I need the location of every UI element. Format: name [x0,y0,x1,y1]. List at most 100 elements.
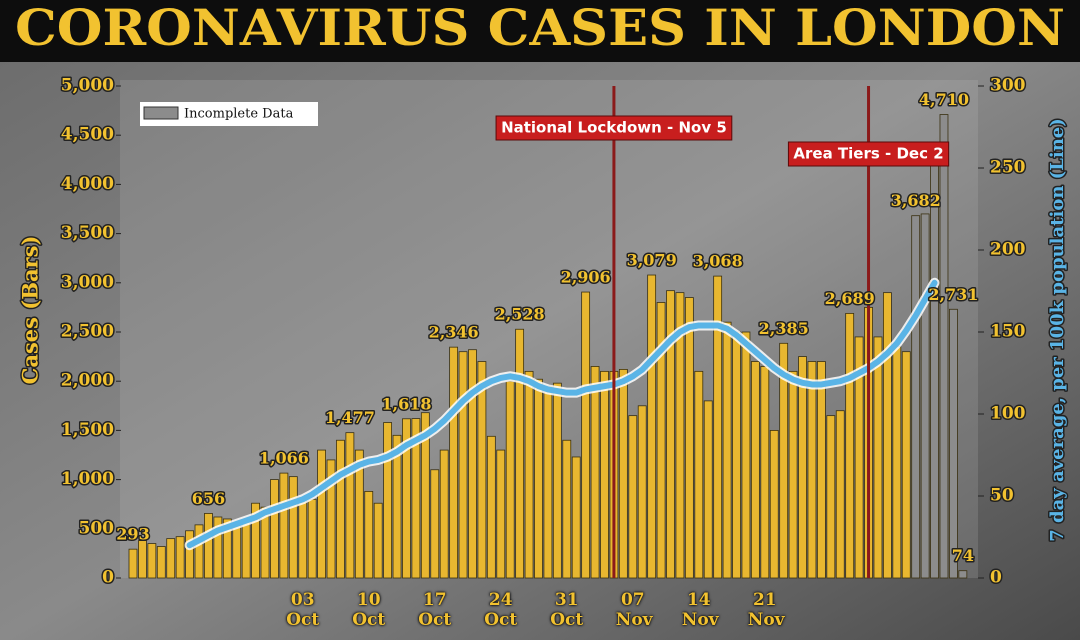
bar [364,491,374,579]
bar [468,349,477,579]
bar [185,530,194,579]
bar [816,361,826,579]
bar [779,342,789,579]
bar [138,540,147,579]
bar [807,361,817,579]
bar [439,449,449,579]
y-tick-label: 4,500 [61,125,114,145]
x-tick-label: 14 Nov [681,590,719,630]
x-tick-label: 21 Nov [747,590,785,630]
bar [826,415,836,579]
bar [835,410,845,579]
bar [637,405,647,579]
x-tick-label: 10 Oct [352,590,386,630]
bar [741,331,751,579]
bar [458,351,468,579]
bar [656,302,666,579]
bar [750,361,760,579]
value-label: 2,528 [495,305,545,324]
x-tick-label: 03 Oct [286,590,320,630]
bar [920,213,930,579]
bar [732,331,741,579]
bar [873,336,883,579]
x-tick-label: 31 Oct [550,590,584,630]
value-label: 74 [952,546,974,565]
y-tick-label: 2,500 [61,322,114,342]
bar [194,524,204,579]
legend-label: Incomplete Data [184,107,294,122]
bar [298,496,308,579]
y-tick-label: 4,000 [61,174,114,194]
bar [156,546,166,579]
y2-tick-label: 150 [990,322,1026,342]
bar [392,434,402,579]
y-tick-label: 0 [102,568,114,588]
annotation-box [495,115,733,141]
y-tick-label: 5,000 [61,76,114,96]
y-tick-label: 500 [79,518,115,538]
value-label: 3,068 [693,252,743,271]
bar [684,297,694,579]
bar [402,418,411,579]
bar [618,368,628,579]
bar [175,536,185,579]
value-label: 3,079 [627,251,677,270]
annotation-box [787,141,950,167]
bar [515,328,525,579]
bar [204,513,213,579]
bar [317,449,327,579]
bar [534,378,543,579]
bar [562,439,572,579]
bar [232,522,242,579]
bar [590,366,600,579]
bar [883,292,892,579]
bar [449,346,459,579]
legend-swatch [143,106,179,120]
value-label: 1,477 [325,408,375,427]
chart-title: CORONAVIRUS CASES IN LONDON [15,0,1065,57]
bar [694,370,704,579]
bar [166,538,176,579]
y-tick-label: 1,500 [61,420,114,440]
bar [307,498,317,579]
bar [647,274,657,579]
value-label: 1,618 [381,394,431,413]
bar [675,292,685,579]
bar [326,459,336,579]
value-label: 656 [192,489,225,508]
bar [383,422,393,579]
value-label: 1,066 [259,449,309,468]
bar [571,456,581,579]
bar [949,308,958,579]
bar [600,370,609,579]
bar [128,548,138,579]
bar [251,502,260,579]
y2-tick-label: 250 [990,158,1026,178]
bar [666,290,675,579]
value-label: 2,731 [928,285,978,304]
bar [703,400,713,579]
bar [354,449,364,579]
bar [430,469,440,579]
bar [892,346,902,579]
bar [798,356,807,579]
bar [930,154,939,579]
bar [345,432,355,579]
y2-tick-label: 0 [990,568,1002,588]
bar [722,321,732,579]
value-label: 2,346 [429,323,479,342]
bar [486,435,496,579]
y-tick-label: 2,000 [61,371,114,391]
value-label: 2,906 [561,268,611,287]
x-tick-label: 17 Oct [418,590,452,630]
bar [288,476,298,579]
bar [373,502,383,579]
y-tick-label: 3,500 [61,223,114,243]
x-tick-label: 07 Nov [615,590,653,630]
bar [505,380,515,579]
bar [628,415,638,579]
annotation-text: National Lockdown - Nov 5 [501,119,727,137]
y2-tick-label: 50 [990,486,1014,506]
bar [845,313,855,579]
